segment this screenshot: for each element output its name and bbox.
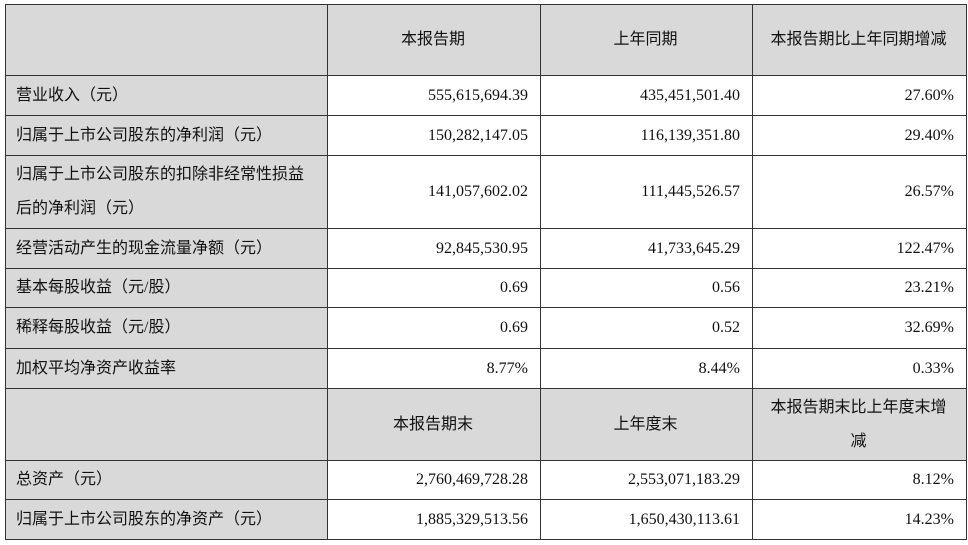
row-label: 基本每股收益（元/股） bbox=[5, 268, 328, 308]
prior-value: 0.56 bbox=[540, 268, 753, 308]
change-value: 26.57% bbox=[752, 155, 967, 229]
header-blank bbox=[5, 4, 328, 76]
current-value: 1,885,329,513.56 bbox=[327, 499, 541, 540]
header-prior: 上年同期 bbox=[540, 4, 753, 76]
table-row: 归属于上市公司股东的净资产（元） 1,885,329,513.56 1,650,… bbox=[5, 499, 967, 540]
row-label: 营业收入（元） bbox=[5, 75, 328, 116]
change-value: 122.47% bbox=[752, 228, 967, 269]
table-row: 营业收入（元） 555,615,694.39 435,451,501.40 27… bbox=[5, 75, 967, 116]
current-value: 555,615,694.39 bbox=[327, 75, 541, 116]
change-value: 27.60% bbox=[752, 75, 967, 116]
row-label: 稀释每股收益（元/股） bbox=[5, 307, 328, 349]
change-value: 29.40% bbox=[752, 115, 967, 156]
prior-value: 435,451,501.40 bbox=[540, 75, 753, 116]
change-value: 0.33% bbox=[752, 348, 967, 389]
current-value: 92,845,530.95 bbox=[327, 228, 541, 269]
current-value: 8.77% bbox=[327, 348, 541, 389]
table-row: 归属于上市公司股东的净利润（元） 150,282,147.05 116,139,… bbox=[5, 115, 967, 156]
header-change: 本报告期末比上年度末增减 bbox=[752, 388, 967, 461]
table-row: 加权平均净资产收益率 8.77% 8.44% 0.33% bbox=[5, 348, 967, 389]
row-label: 加权平均净资产收益率 bbox=[5, 348, 328, 389]
current-value: 150,282,147.05 bbox=[327, 115, 541, 156]
row-label: 归属于上市公司股东的净利润（元） bbox=[5, 115, 328, 156]
change-value: 14.23% bbox=[752, 499, 967, 540]
prior-value: 111,445,526.57 bbox=[540, 155, 753, 229]
table-row: 总资产（元） 2,760,469,728.28 2,553,071,183.29… bbox=[5, 460, 967, 500]
row-label: 总资产（元） bbox=[5, 460, 328, 500]
header-row: 本报告期末 上年度末 本报告期末比上年度末增减 bbox=[5, 388, 967, 461]
header-blank bbox=[5, 388, 328, 461]
current-value: 0.69 bbox=[327, 307, 541, 349]
prior-value: 116,139,351.80 bbox=[540, 115, 753, 156]
prior-value: 8.44% bbox=[540, 348, 753, 389]
prior-value: 0.52 bbox=[540, 307, 753, 349]
table-row: 归属于上市公司股东的扣除非经常性损益后的净利润（元） 141,057,602.0… bbox=[5, 155, 967, 229]
table-row: 经营活动产生的现金流量净额（元） 92,845,530.95 41,733,64… bbox=[5, 228, 967, 269]
header-period-end: 本报告期末 bbox=[327, 388, 541, 461]
row-label: 归属于上市公司股东的扣除非经常性损益后的净利润（元） bbox=[5, 155, 328, 229]
change-value: 8.12% bbox=[752, 460, 967, 500]
change-value: 23.21% bbox=[752, 268, 967, 308]
row-label: 经营活动产生的现金流量净额（元） bbox=[5, 228, 328, 269]
change-value: 32.69% bbox=[752, 307, 967, 349]
header-change: 本报告期比上年同期增减 bbox=[752, 4, 967, 76]
header-current: 本报告期 bbox=[327, 4, 541, 76]
prior-value: 1,650,430,113.61 bbox=[540, 499, 753, 540]
financial-summary-table: 本报告期 上年同期 本报告期比上年同期增减 营业收入（元） 555,615,69… bbox=[5, 4, 967, 540]
current-value: 0.69 bbox=[327, 268, 541, 308]
current-value: 141,057,602.02 bbox=[327, 155, 541, 229]
header-prior-year-end: 上年度末 bbox=[540, 388, 753, 461]
header-row: 本报告期 上年同期 本报告期比上年同期增减 bbox=[5, 4, 967, 76]
prior-value: 2,553,071,183.29 bbox=[540, 460, 753, 500]
prior-value: 41,733,645.29 bbox=[540, 228, 753, 269]
current-value: 2,760,469,728.28 bbox=[327, 460, 541, 500]
row-label: 归属于上市公司股东的净资产（元） bbox=[5, 499, 328, 540]
table-row: 稀释每股收益（元/股） 0.69 0.52 32.69% bbox=[5, 307, 967, 349]
table-row: 基本每股收益（元/股） 0.69 0.56 23.21% bbox=[5, 268, 967, 308]
